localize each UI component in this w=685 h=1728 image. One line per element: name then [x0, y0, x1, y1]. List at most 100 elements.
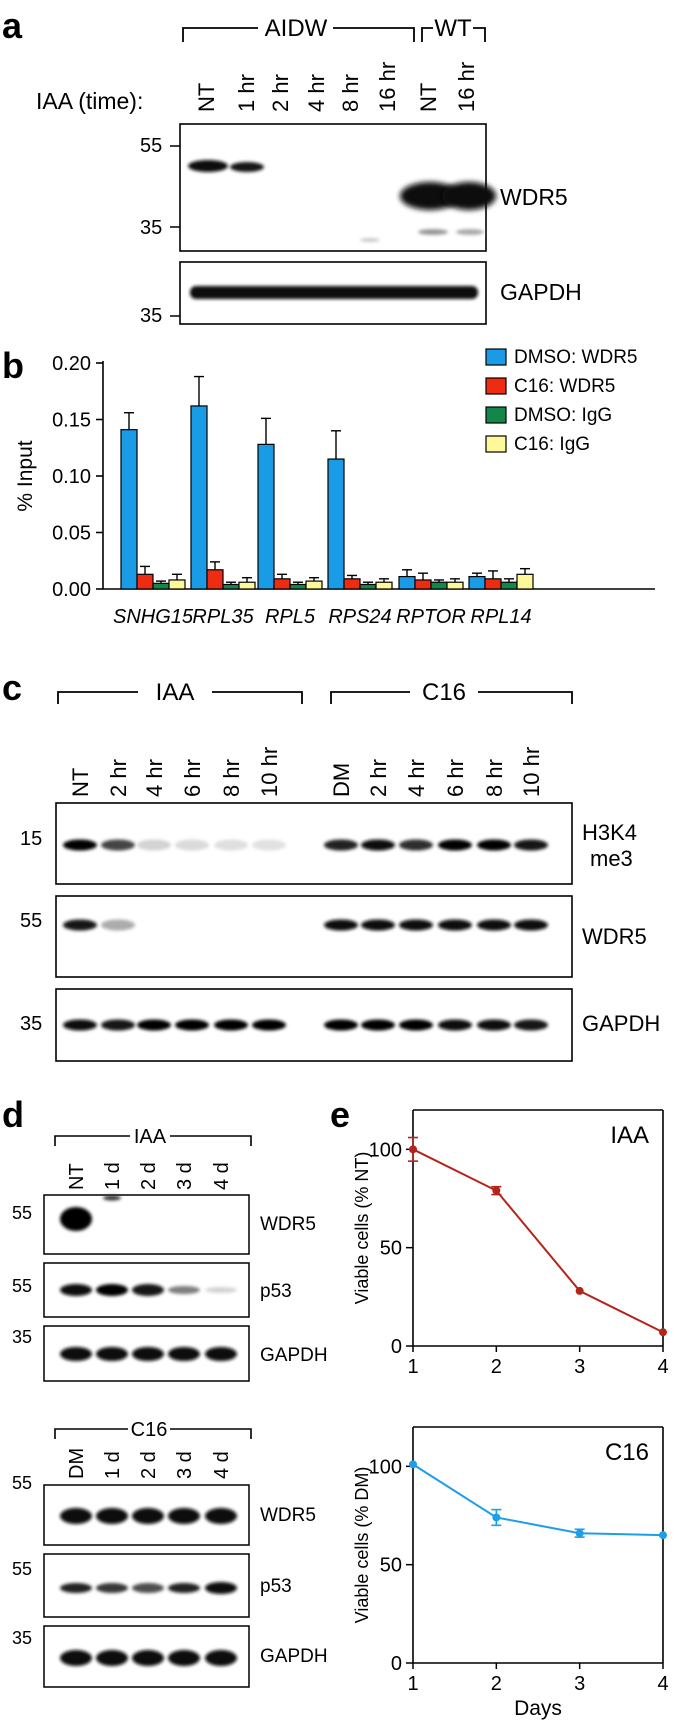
panel-a-letter: a [2, 5, 23, 46]
band-a-faint3 [360, 238, 380, 242]
blot-band-d [205, 1508, 237, 1524]
legend-swatch [485, 406, 507, 424]
mw-c-35: 35 [20, 1013, 42, 1035]
lane-label-d-iaa: 1 d [102, 1162, 124, 1190]
label-a-gapdh: GAPDH [500, 279, 582, 305]
bar [257, 443, 275, 590]
band-a-nt [188, 160, 228, 172]
panel-d-bands [60, 1195, 237, 1666]
blot-band-c [477, 1019, 511, 1031]
wt-bracket [421, 27, 486, 42]
blot-band-d [60, 1284, 92, 1296]
band-a-gapdh [190, 286, 478, 299]
bar [152, 582, 170, 590]
legend-label: DMSO: WDR5 [514, 347, 638, 368]
lane-label-c: 6 hr [443, 759, 468, 797]
b-y-tick-label: 0.05 [52, 523, 91, 545]
lane-label-a: 16 hr [454, 62, 479, 112]
b-y-tick-label: 0.00 [52, 579, 91, 601]
blot-band-d [205, 1582, 237, 1594]
blot-band-c [361, 919, 395, 931]
legend-label: C16: WDR5 [514, 376, 615, 397]
blot-band-c [214, 1019, 248, 1031]
bar [206, 569, 224, 590]
mw-a-35: 35 [140, 217, 162, 239]
lane-label-d-c16: 4 d [211, 1451, 233, 1479]
e-x-tick-label: 2 [491, 1356, 502, 1378]
blot-band-d [205, 1287, 237, 1293]
label-d-gapdh-1: GAPDH [260, 1345, 328, 1366]
b-x-tick-label: RPS24 [328, 606, 391, 628]
data-point [575, 1529, 584, 1538]
blot-band-c [438, 839, 472, 851]
data-point [409, 1460, 417, 1469]
panel-c-bands [63, 839, 548, 1031]
lane-label-c: 6 hr [180, 759, 205, 797]
band-a-wt-faint1 [418, 229, 448, 235]
line-chart-iaa: 0 50 100 1 2 3 4 IAA Viable cells (% NT) [352, 1109, 669, 1378]
mw-a-55: 55 [140, 135, 162, 157]
panel-b: b % Input 0.00 0.05 0.10 0.15 0.20 SNHG15 RPL3… [2, 345, 655, 628]
data-point [409, 1145, 417, 1154]
lane-label-d-iaa: 4 d [211, 1162, 233, 1190]
bar [238, 581, 256, 590]
band-a-wt-nt [400, 182, 460, 210]
blot-band-d [205, 1650, 237, 1666]
blot-band-d [96, 1284, 128, 1296]
line-chart-c16: 0 50 100 1 2 3 4 C16 Viable cells (% DM) Days [352, 1426, 669, 1720]
panel-b-letter: b [2, 345, 24, 386]
lane-label-a: 4 hr [304, 74, 329, 112]
bar [343, 578, 361, 590]
b-x-tick-label: RPL5 [265, 606, 316, 628]
blot-band-c [514, 1019, 548, 1031]
lane-label-c: DM [329, 763, 354, 797]
blot-band-d [132, 1284, 164, 1296]
lane-label-c: 8 hr [219, 759, 244, 797]
blot-band-c [214, 839, 248, 851]
c-iaa-label: IAA [156, 679, 195, 706]
lane-label-a: 1 hr [234, 74, 259, 112]
panel-e-letter: e [330, 1094, 350, 1135]
bar [375, 581, 393, 590]
mw-d-1: 55 [12, 1203, 32, 1223]
bar [398, 575, 416, 590]
mw-d-3: 35 [12, 1327, 32, 1347]
panel-c: c IAA C16 NT 2 hr 4 hr 6 hr 8 hr 10 hr DM 2 hr 4… [2, 667, 660, 1062]
label-c-gapdh: GAPDH [582, 1011, 660, 1036]
blot-band-c [514, 919, 548, 931]
lane-label-c: 4 hr [404, 759, 429, 797]
bar [190, 405, 208, 590]
blot-band-d-faint [103, 1195, 121, 1201]
blot-band-c [438, 919, 472, 931]
panel-d-letter: d [2, 1094, 24, 1135]
lane-label-a: 2 hr [268, 74, 293, 112]
bar [136, 573, 154, 590]
b-x-tick-label: RPL35 [192, 606, 254, 628]
b-x-tick-label: RPL14 [470, 606, 531, 628]
blot-band-c [252, 1019, 286, 1031]
blot-band-d [168, 1508, 200, 1524]
bar [327, 458, 345, 590]
data-point [575, 1286, 584, 1295]
data-point [492, 1186, 501, 1195]
series-line [412, 1148, 664, 1334]
c-c16-label: C16 [422, 679, 466, 706]
e-annotation: C16 [605, 1439, 649, 1466]
label-d-p53-1: p53 [260, 1281, 292, 1302]
blot-band-c [399, 1019, 433, 1031]
e-x-tick-label: 3 [574, 1356, 585, 1378]
blot-band-c [63, 839, 97, 851]
e-x-tick-label: 3 [574, 1673, 585, 1695]
bar [484, 578, 502, 590]
lane-label-d-c16: 3 d [174, 1451, 196, 1479]
mw-d-6: 35 [12, 1628, 32, 1648]
b-x-tick-label: RPTOR [396, 606, 466, 628]
bar [120, 429, 138, 590]
blot-band-c [175, 1019, 209, 1031]
lane-label-a: NT [416, 83, 441, 112]
blot-band-d [96, 1650, 128, 1666]
blot-band-c [252, 839, 286, 851]
panel-a-lane-labels: NT 1 hr 2 hr 4 hr 8 hr 16 hr NT 16 hr [194, 62, 479, 112]
e-x-tick-label: 2 [491, 1673, 502, 1695]
